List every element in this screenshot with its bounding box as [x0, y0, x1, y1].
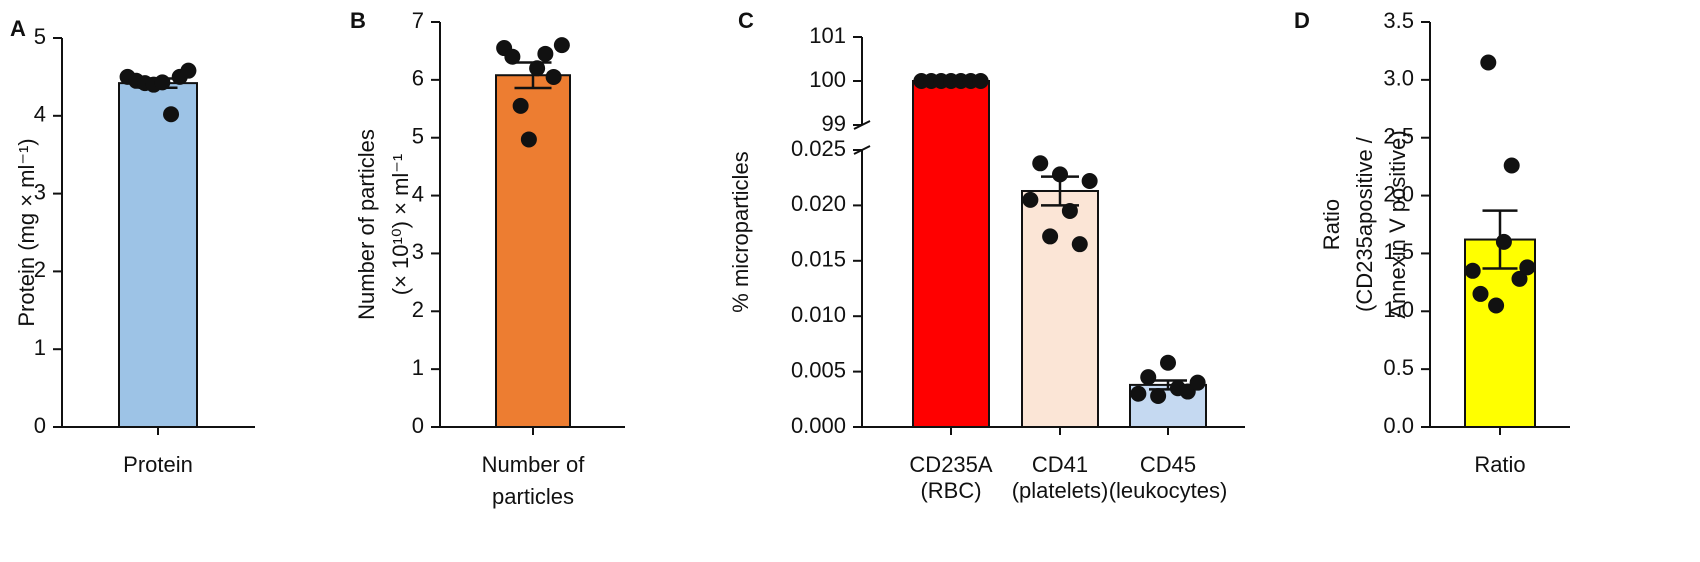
bar: [1021, 189, 1099, 428]
y-tick-label: 1.5: [1383, 239, 1414, 264]
x-tick-note: (platelets): [1012, 478, 1109, 503]
data-point: [1488, 297, 1505, 314]
y-tick-label: 0: [412, 413, 424, 438]
data-point: [1495, 233, 1512, 250]
y-tick-label: 5: [34, 24, 46, 49]
y-tick-label: 3.5: [1383, 8, 1414, 33]
y-tick-label: 5: [412, 124, 424, 149]
data-point: [1464, 262, 1481, 279]
data-point: [154, 74, 171, 91]
y-axis-label: Protein (mg × ml⁻¹): [14, 138, 39, 326]
y-tick-label: 4: [412, 181, 424, 206]
data-point: [1160, 354, 1176, 371]
y-axis-label: Annexin V positive): [1385, 130, 1410, 318]
x-tick-label: CD45: [1140, 452, 1196, 477]
x-tick-label: CD235A: [909, 452, 992, 477]
data-point: [180, 62, 197, 79]
y-tick-label: 0.015: [791, 247, 846, 272]
data-point: [1511, 270, 1528, 287]
bar: [118, 82, 198, 429]
y-tick-label: 3.0: [1383, 66, 1414, 91]
x-tick-label: CD41: [1032, 452, 1088, 477]
data-point: [1140, 369, 1157, 386]
data-point: [553, 37, 570, 54]
data-point: [512, 97, 529, 114]
y-axis-label: (× 10¹⁰) × ml⁻¹: [388, 154, 413, 295]
panel-letter: D: [1294, 8, 1310, 33]
y-tick-label: 7: [412, 8, 424, 33]
y-tick-label: 0.000: [791, 413, 846, 438]
data-point: [1503, 157, 1520, 174]
x-tick-label: Ratio: [1474, 452, 1525, 477]
data-point: [537, 45, 554, 62]
y-tick-label: 0.025: [791, 136, 846, 161]
y-tick-label: 1: [34, 335, 46, 360]
data-point: [1130, 385, 1147, 402]
bar: [912, 80, 990, 428]
y-tick-label: 1.0: [1383, 297, 1414, 322]
data-point: [1189, 374, 1206, 391]
y-tick-label: 0: [34, 413, 46, 438]
y-tick-label: 0.5: [1383, 355, 1414, 380]
data-point: [1519, 259, 1536, 276]
y-tick-label: 0.005: [791, 357, 846, 382]
data-point: [1061, 202, 1078, 219]
y-axis-label: Ratio: [1319, 199, 1344, 250]
y-tick-label: 2.0: [1383, 181, 1414, 206]
y-tick-label: 0.0: [1383, 413, 1414, 438]
data-point: [545, 68, 562, 85]
panel-letter: C: [738, 8, 754, 33]
y-tick-label: 6: [412, 66, 424, 91]
y-tick-label: 2: [412, 297, 424, 322]
data-point: [1081, 173, 1098, 190]
panel-letter: A: [10, 16, 26, 41]
x-tick-note: (leukocytes): [1109, 478, 1228, 503]
data-point: [520, 131, 537, 148]
data-point: [1042, 228, 1059, 245]
y-tick-label: 3: [412, 239, 424, 264]
y-tick-label: 100: [809, 67, 846, 92]
data-point: [1150, 387, 1167, 404]
y-axis-label: (CD235apositive /: [1352, 136, 1377, 312]
y-tick-label: 3: [34, 179, 46, 204]
x-tick-note: (RBC): [920, 478, 981, 503]
y-tick-label: 2.5: [1383, 124, 1414, 149]
y-tick-label: 2: [34, 257, 46, 282]
data-point: [1071, 236, 1088, 253]
data-point: [1480, 54, 1497, 71]
data-point: [529, 60, 546, 77]
y-axis-label: Number of particles: [354, 129, 379, 320]
y-tick-label: 99: [822, 111, 846, 136]
y-tick-label: 4: [34, 102, 46, 127]
data-point: [1022, 191, 1039, 208]
data-point: [1052, 166, 1068, 183]
panel-letter: B: [350, 8, 366, 33]
y-tick-label: 0.010: [791, 302, 846, 327]
y-axis-label: % microparticles: [728, 151, 753, 312]
x-tick-label: Protein: [123, 452, 193, 477]
y-tick-label: 0.020: [791, 191, 846, 216]
data-point: [163, 106, 180, 123]
bar: [495, 74, 571, 428]
x-tick-label: Number of particles: [482, 452, 586, 509]
data-point: [972, 73, 989, 89]
data-point: [1472, 285, 1489, 302]
y-tick-label: 1: [412, 355, 424, 380]
data-point: [1032, 155, 1049, 172]
data-point: [504, 48, 521, 65]
y-tick-label: 101: [809, 23, 846, 48]
